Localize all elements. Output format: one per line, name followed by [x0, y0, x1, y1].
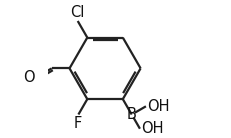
Text: OH: OH [147, 99, 169, 114]
Text: Cl: Cl [70, 5, 84, 20]
Text: O: O [24, 70, 35, 85]
Text: F: F [73, 116, 81, 131]
Text: OH: OH [141, 121, 163, 136]
Text: B: B [126, 107, 136, 122]
